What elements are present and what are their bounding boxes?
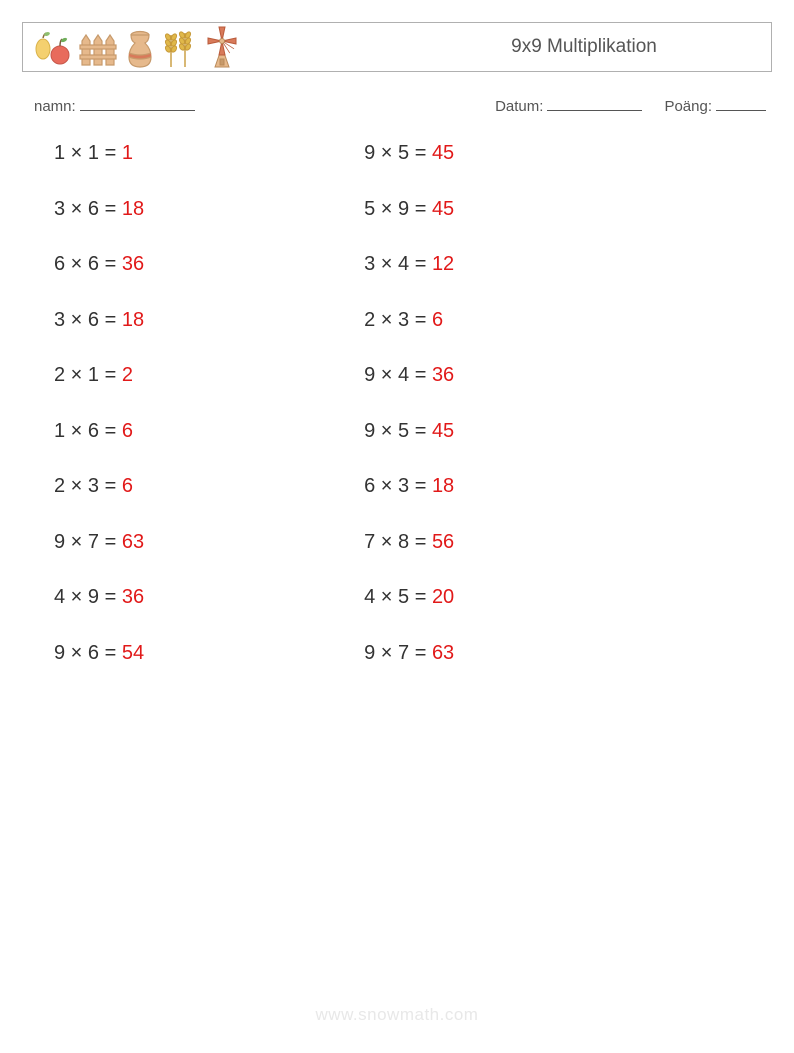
answer: 36 <box>122 253 144 275</box>
answer: 1 <box>122 142 133 164</box>
equation: 6 × 3 = 18 <box>364 475 454 498</box>
pear-apple-icon <box>31 27 71 69</box>
answer: 6 <box>122 420 133 442</box>
equation: 3 × 6 = 18 <box>54 309 144 332</box>
wheat-icon <box>161 25 195 69</box>
equation: 4 × 5 = 20 <box>364 586 454 609</box>
answer: 18 <box>122 198 144 220</box>
equation: 9 × 4 = 36 <box>364 364 454 387</box>
answer: 63 <box>122 531 144 553</box>
equation: 3 × 6 = 18 <box>54 198 144 221</box>
name-label: namn: <box>34 98 76 115</box>
equation: 9 × 6 = 54 <box>54 642 144 665</box>
answer: 20 <box>432 586 454 608</box>
header-box: 9x9 Multiplikation <box>22 22 772 72</box>
worksheet-title: 9x9 Multiplikation <box>397 36 771 58</box>
equation: 7 × 8 = 56 <box>364 531 454 554</box>
equation: 1 × 6 = 6 <box>54 420 144 443</box>
equation: 2 × 1 = 2 <box>54 364 144 387</box>
equation: 1 × 1 = 1 <box>54 142 144 165</box>
header-icons <box>23 25 243 69</box>
date-label: Datum: <box>495 98 543 115</box>
vase-icon <box>125 27 155 69</box>
answer: 54 <box>122 642 144 664</box>
name-blank[interactable] <box>80 96 195 111</box>
equation: 9 × 7 = 63 <box>364 642 454 665</box>
answer: 45 <box>432 142 454 164</box>
problems-grid: 1 × 1 = 1 3 × 6 = 18 6 × 6 = 36 3 × 6 = 18 2… <box>54 142 454 665</box>
equation: 6 × 6 = 36 <box>54 253 144 276</box>
answer: 45 <box>432 198 454 220</box>
equation: 2 × 3 = 6 <box>364 309 454 332</box>
name-field: namn: <box>34 96 195 115</box>
answer: 45 <box>432 420 454 442</box>
equation: 2 × 3 = 6 <box>54 475 144 498</box>
answer: 6 <box>432 309 443 331</box>
answer: 12 <box>432 253 454 275</box>
problem-column-1: 1 × 1 = 1 3 × 6 = 18 6 × 6 = 36 3 × 6 = 18 2… <box>54 142 144 665</box>
windmill-icon <box>201 25 243 69</box>
equation: 3 × 4 = 12 <box>364 253 454 276</box>
answer: 18 <box>432 475 454 497</box>
equation: 9 × 7 = 63 <box>54 531 144 554</box>
watermark: www.snowmath.com <box>0 1005 794 1025</box>
equation: 4 × 9 = 36 <box>54 586 144 609</box>
worksheet-page: 9x9 Multiplikation namn: Datum: Poäng: 1… <box>0 0 794 1053</box>
equation: 9 × 5 = 45 <box>364 420 454 443</box>
answer: 56 <box>432 531 454 553</box>
meta-row: namn: Datum: Poäng: <box>34 96 766 115</box>
answer: 6 <box>122 475 133 497</box>
answer: 36 <box>432 364 454 386</box>
fence-icon <box>77 27 119 69</box>
answer: 2 <box>122 364 133 386</box>
score-label: Poäng: <box>664 98 712 115</box>
score-blank[interactable] <box>716 96 766 111</box>
answer: 36 <box>122 586 144 608</box>
problem-column-2: 9 × 5 = 45 5 × 9 = 45 3 × 4 = 12 2 × 3 = 6 9… <box>364 142 454 665</box>
date-blank[interactable] <box>547 96 642 111</box>
answer: 18 <box>122 309 144 331</box>
equation: 5 × 9 = 45 <box>364 198 454 221</box>
equation: 9 × 5 = 45 <box>364 142 454 165</box>
answer: 63 <box>432 642 454 664</box>
